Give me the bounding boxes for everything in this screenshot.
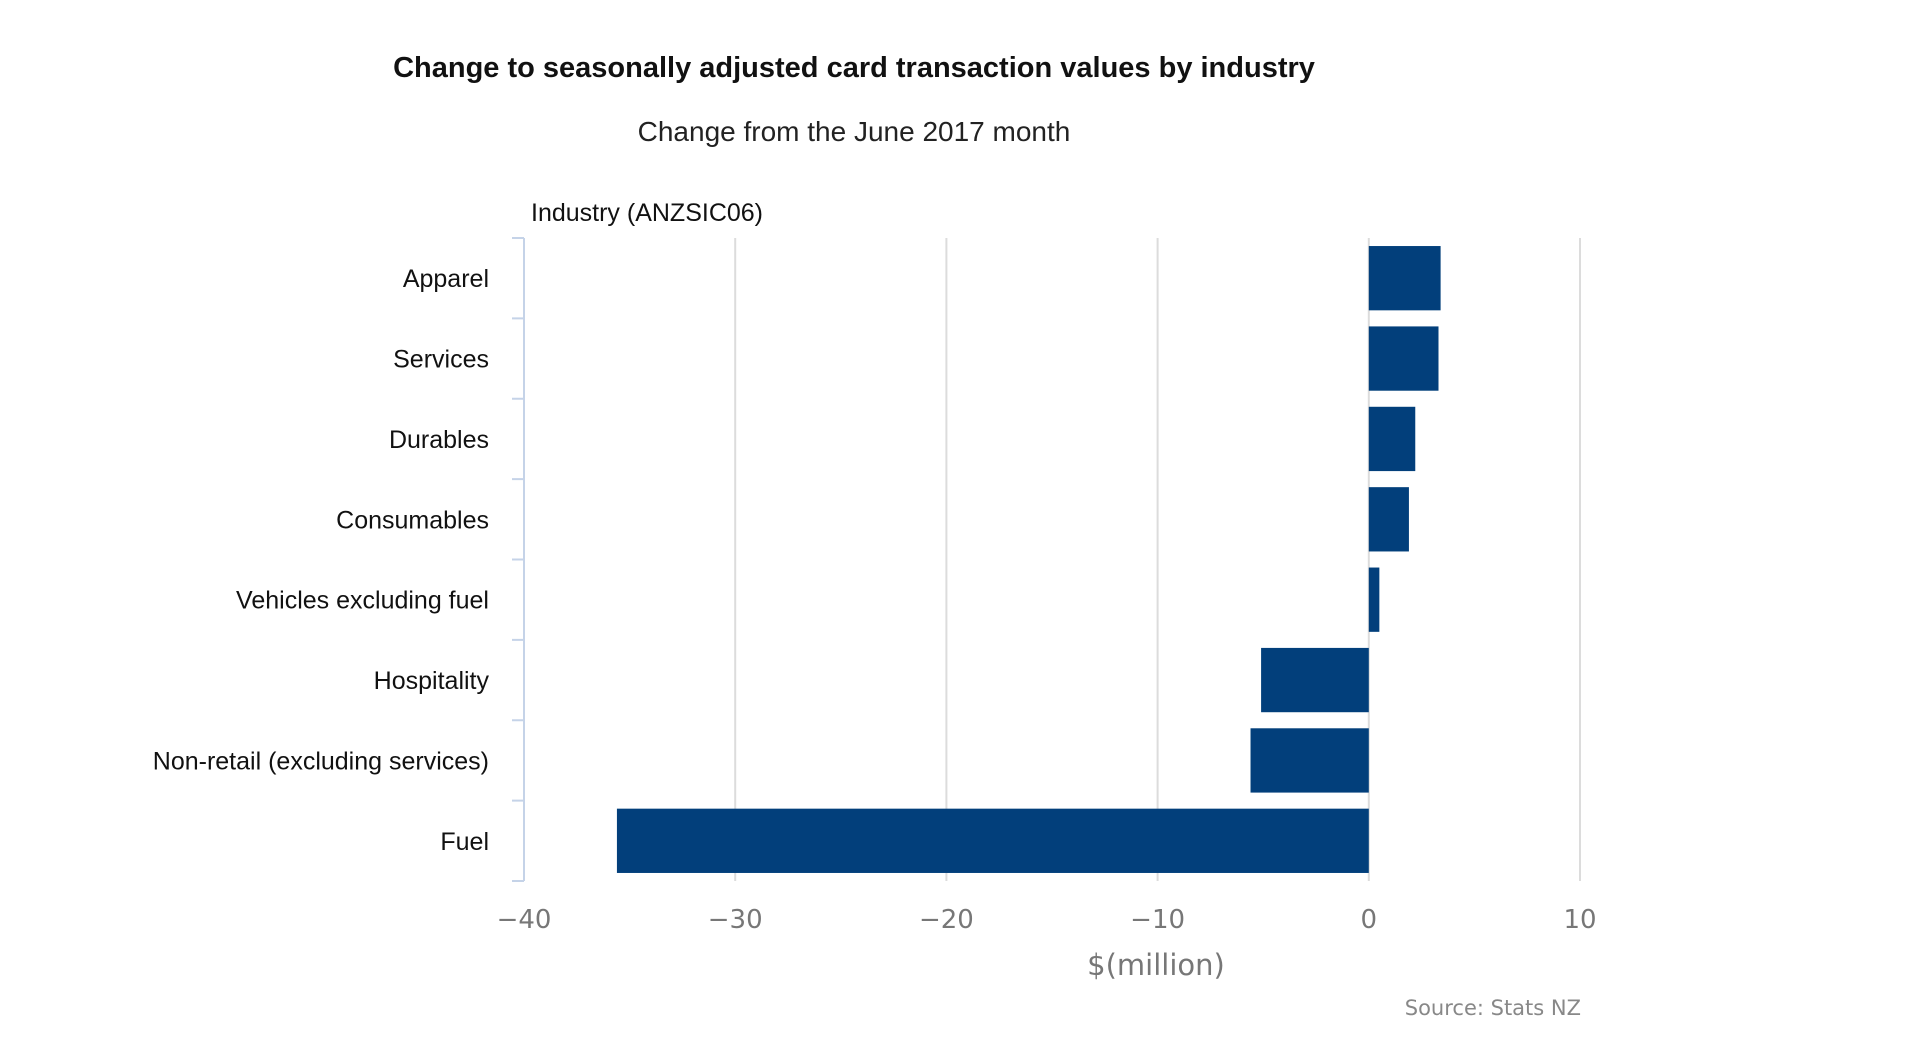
source-note: Source: Stats NZ (1404, 996, 1581, 1020)
x-tick-label: −30 (708, 905, 763, 935)
category-label: Non-retail (excluding services) (153, 747, 489, 775)
chart-title: Change to seasonally adjusted card trans… (393, 52, 1315, 84)
bar-non-retail-excluding-services- (1250, 728, 1369, 793)
bar-vehicles-excluding-fuel (1368, 567, 1380, 632)
bar-consumables (1368, 487, 1409, 552)
bar-hospitality (1261, 647, 1369, 713)
x-tick-label: −10 (1130, 905, 1185, 935)
category-label: Vehicles excluding fuel (236, 587, 489, 615)
bar-fuel (616, 808, 1369, 873)
chart-subtitle: Change from the June 2017 month (637, 116, 1071, 147)
bar-durables (1368, 406, 1416, 472)
x-axis-title: $(million) (1087, 948, 1225, 982)
x-tick-label: 10 (1563, 905, 1596, 935)
bar-apparel (1368, 246, 1441, 311)
category-label: Apparel (403, 265, 489, 293)
x-tick-label: −40 (497, 905, 552, 935)
x-tick-label: −20 (919, 905, 974, 935)
category-label: Fuel (440, 828, 489, 856)
category-label: Services (393, 346, 489, 374)
x-tick-label: 0 (1361, 905, 1378, 935)
category-label: Durables (389, 426, 489, 454)
y-axis-title: Industry (ANZSIC06) (531, 199, 764, 227)
category-label: Hospitality (374, 667, 490, 695)
bar-services (1368, 326, 1439, 391)
category-label: Consumables (336, 506, 489, 534)
